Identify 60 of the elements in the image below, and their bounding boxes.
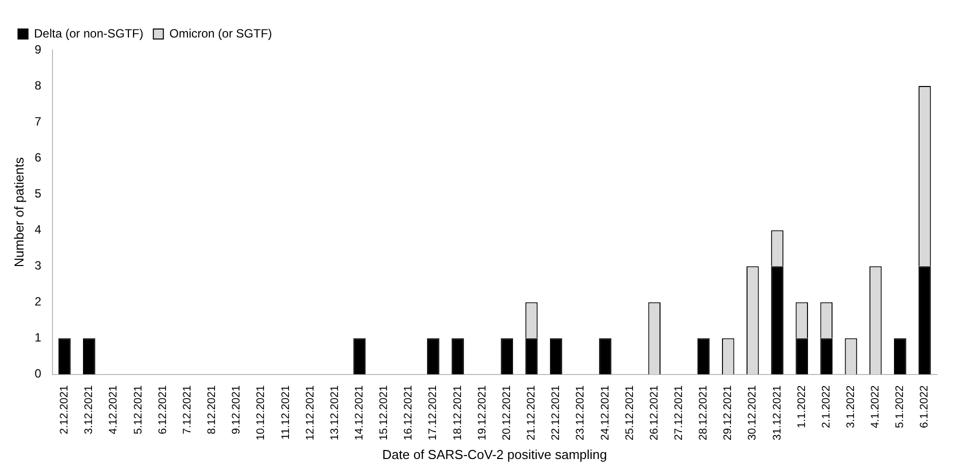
bar — [500, 338, 514, 374]
y-tick-label: 4 — [34, 222, 42, 237]
y-tick-label: 3 — [34, 258, 42, 273]
x-tick-label: 3.12.2021 — [83, 385, 96, 434]
x-tick-label: 13.12.2021 — [328, 385, 341, 440]
bar — [82, 338, 96, 374]
x-tick-label: 11.12.2021 — [280, 385, 292, 440]
x-tick-label: 1.1.2022 — [796, 385, 808, 428]
x-tick-label: 4.12.2021 — [108, 385, 120, 434]
x-tick-label: 29.12.2021 — [722, 385, 734, 440]
y-axis-title: Number of patients — [11, 156, 26, 268]
x-tick-label: 30.12.2021 — [746, 385, 759, 440]
x-tick-label: 12.12.2021 — [304, 385, 316, 440]
x-tick-label: 28.12.2021 — [698, 385, 710, 440]
x-tick-label: 25.12.2021 — [624, 385, 636, 440]
x-tick-label: 14.12.2021 — [354, 385, 366, 440]
x-tick-label: 21.12.2021 — [526, 385, 538, 440]
x-tick-label: 8.12.2021 — [206, 385, 218, 434]
x-tick-label: 2.1.2022 — [820, 385, 832, 428]
y-tick-label: 6 — [34, 150, 42, 164]
x-tick-label: 26.12.2021 — [648, 385, 660, 440]
x-tick-label: 23.12.2021 — [574, 385, 587, 440]
x-tick-label: 3.1.2022 — [845, 385, 858, 428]
x-tick-label: 16.12.2021 — [402, 385, 415, 440]
x-tick-label: 22.12.2021 — [550, 385, 562, 440]
x-tick-label: 5.1.2022 — [894, 385, 906, 428]
x-tick-label: 31.12.2021 — [771, 385, 784, 440]
bar — [58, 338, 71, 374]
y-tick-label: 1 — [34, 330, 42, 345]
bar — [599, 338, 612, 374]
y-tick-label: 8 — [34, 78, 42, 92]
bar — [697, 338, 710, 374]
y-tick-label: 5 — [34, 186, 42, 200]
x-tick-label: 6.12.2021 — [156, 385, 169, 434]
x-tick-label: 24.12.2021 — [599, 385, 612, 440]
x-tick-label: 18.12.2021 — [452, 385, 464, 440]
y-tick-label: 0 — [34, 366, 42, 381]
x-tick-label: 4.1.2022 — [870, 385, 882, 428]
bar — [353, 338, 366, 374]
x-axis-title: Date of SARS-CoV-2 positive sampling — [382, 446, 607, 462]
x-tick-label: 17.12.2021 — [427, 385, 440, 440]
y-tick-label: 7 — [34, 114, 42, 128]
x-tick-label: 27.12.2021 — [672, 385, 685, 440]
x-tick-label: 6.1.2022 — [918, 385, 931, 428]
y-tick-label: 9 — [34, 42, 42, 56]
legend-label: Omicron (or SGTF) — [169, 26, 272, 40]
x-tick-label: 10.12.2021 — [255, 385, 268, 440]
x-tick-label: 7.12.2021 — [181, 385, 194, 434]
bar — [427, 338, 440, 374]
bar — [452, 338, 464, 374]
x-tick-label: 2.12.2021 — [58, 385, 71, 434]
x-tick-label: 19.12.2021 — [476, 385, 488, 440]
legend-label: Delta (or non-SGTF) — [34, 26, 144, 40]
y-tick-label: 2 — [34, 294, 42, 309]
bar — [550, 338, 562, 374]
x-tick-label: 5.12.2021 — [132, 385, 144, 434]
bar — [894, 338, 906, 374]
x-tick-label: 9.12.2021 — [230, 385, 243, 434]
x-tick-label: 20.12.2021 — [500, 385, 513, 440]
x-tick-label: 15.12.2021 — [378, 385, 390, 440]
